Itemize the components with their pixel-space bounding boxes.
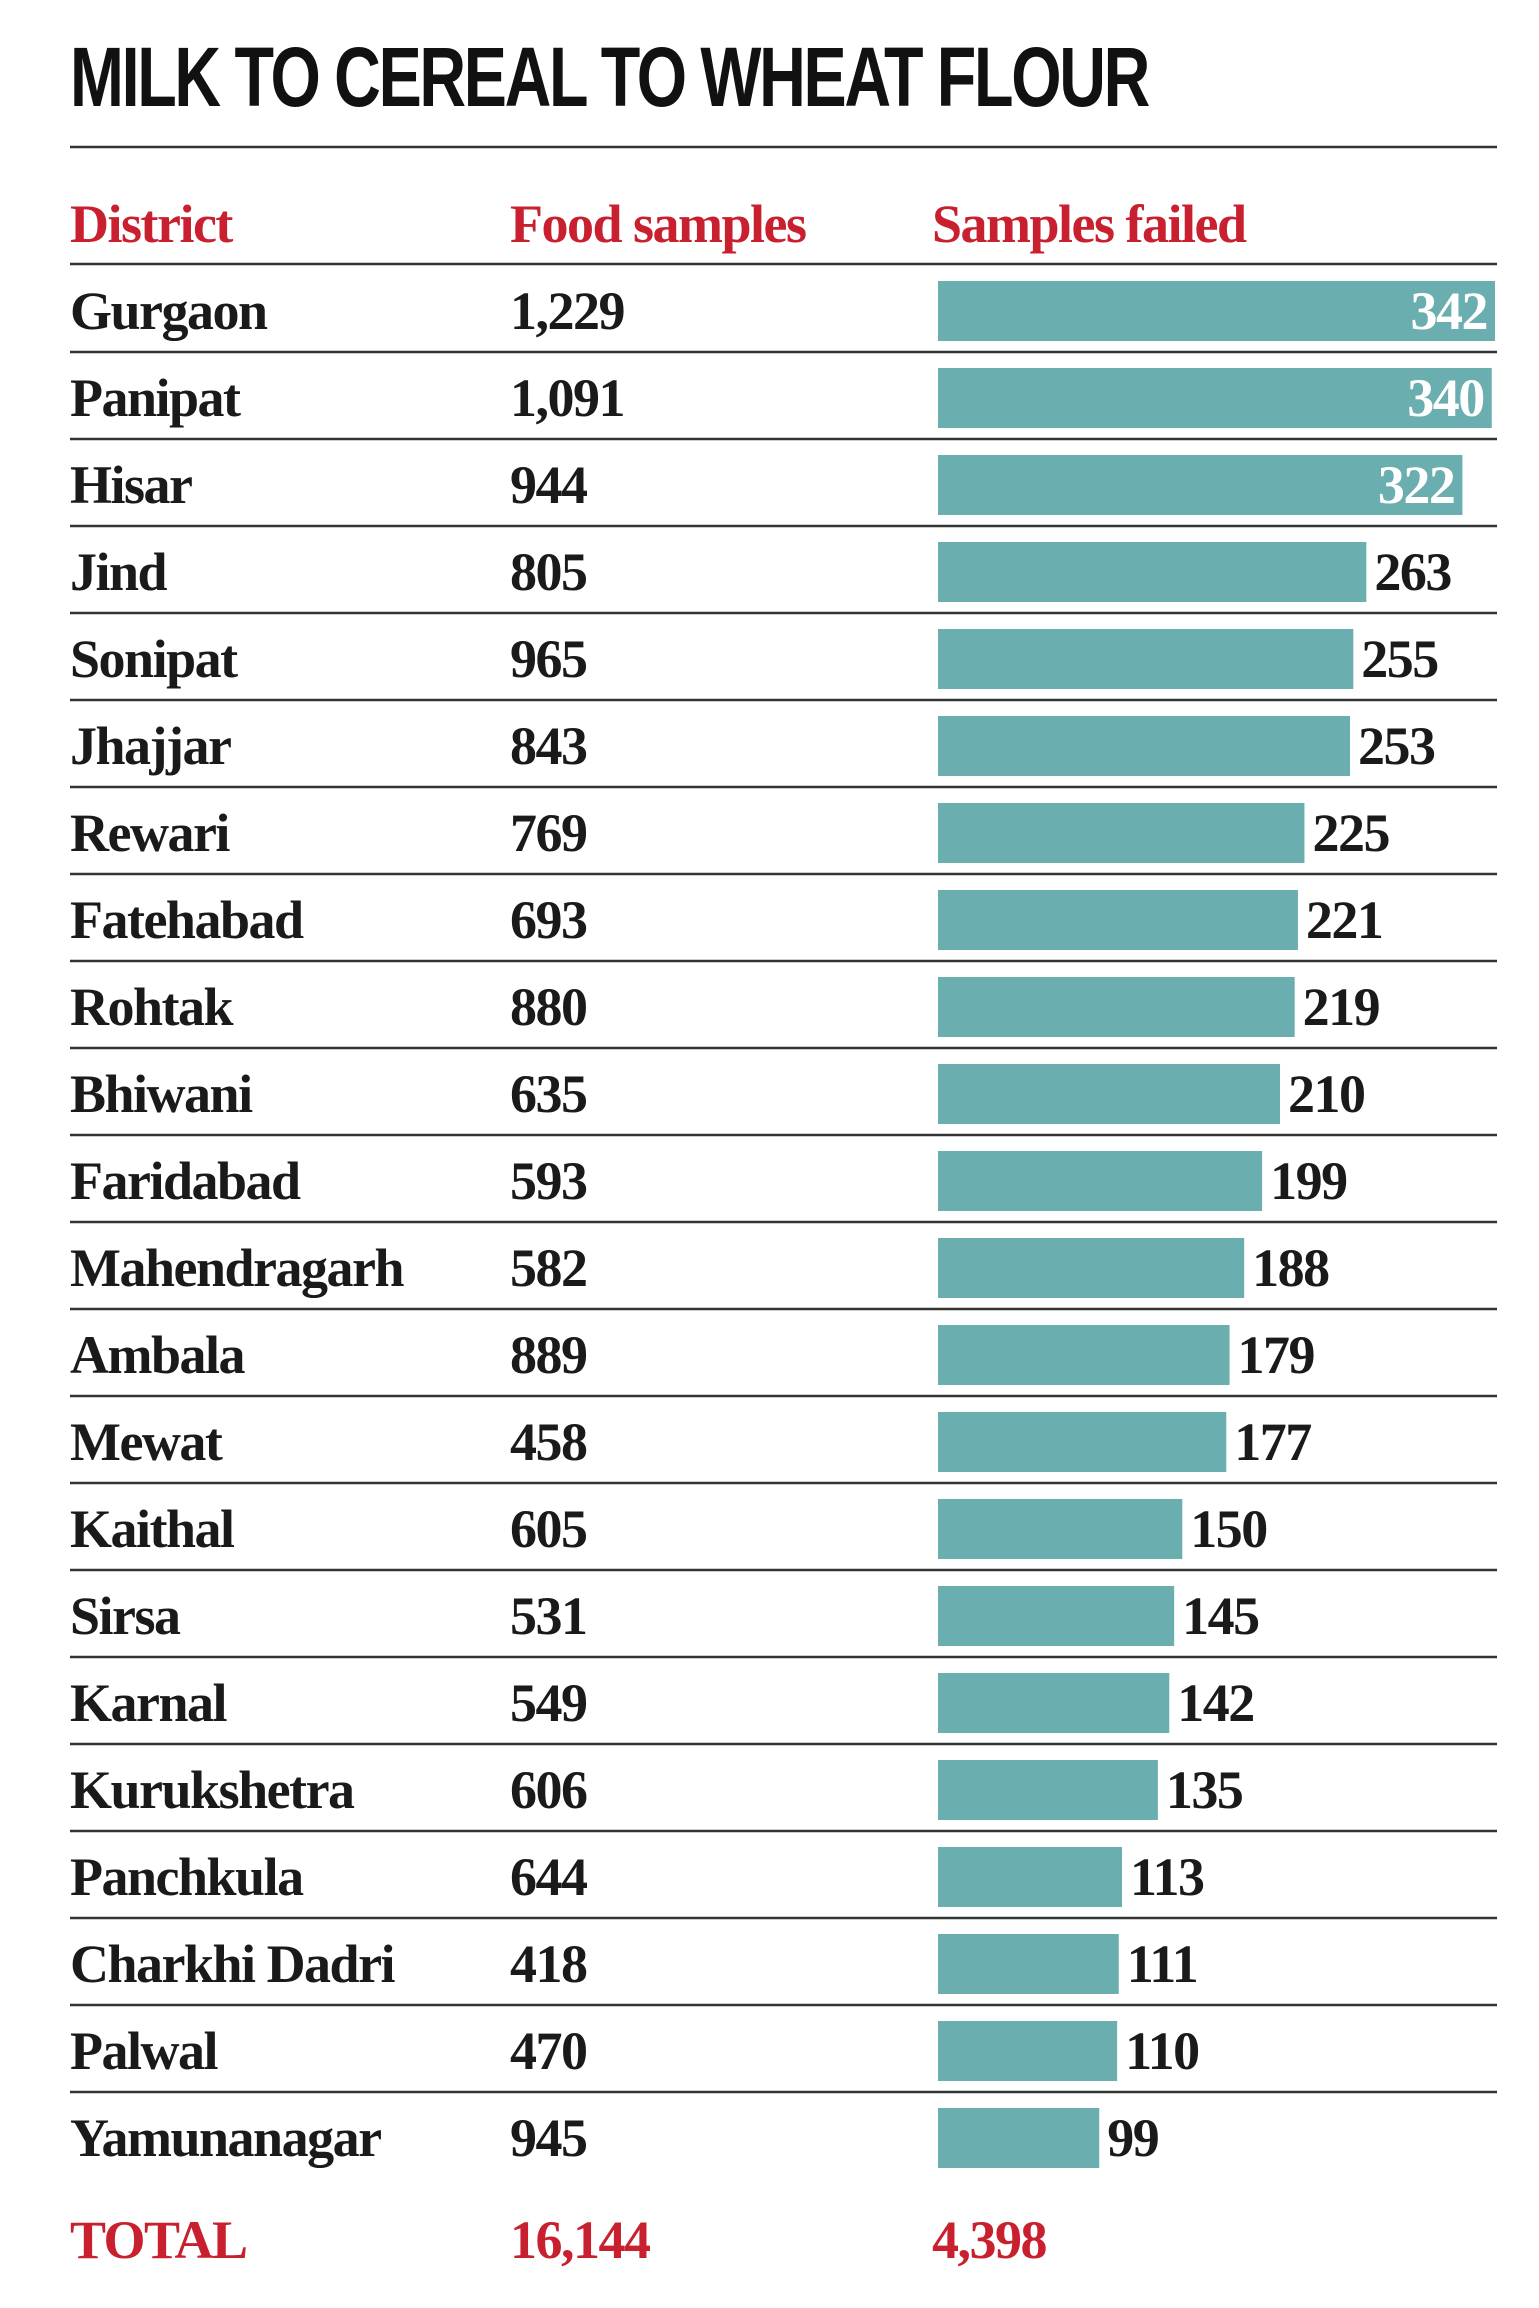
food-samples: 582: [510, 1238, 587, 1298]
food-samples: 531: [510, 1586, 587, 1646]
food-samples: 644: [510, 1847, 587, 1907]
bar-label: 263: [1374, 542, 1451, 602]
bar: [938, 890, 1298, 950]
bar: [938, 1934, 1119, 1994]
bar-label: 179: [1238, 1325, 1315, 1385]
bar-label: 111: [1127, 1934, 1198, 1994]
bar-label: 142: [1177, 1673, 1254, 1733]
district: Bhiwani: [70, 1064, 253, 1124]
food-samples: 605: [510, 1499, 587, 1559]
district: Jhajjar: [70, 716, 231, 776]
bar-label: 150: [1190, 1499, 1267, 1559]
food-samples: 693: [510, 890, 587, 950]
bar-label: 225: [1312, 803, 1389, 863]
food-samples: 635: [510, 1064, 587, 1124]
food-samples: 945: [510, 2108, 587, 2168]
district: Mahendragarh: [70, 1238, 404, 1298]
district: Jind: [70, 542, 168, 602]
bar-label: 255: [1361, 629, 1438, 689]
bar-label: 340: [1407, 368, 1484, 428]
district: Sonipat: [70, 629, 238, 689]
district: Kurukshetra: [70, 1760, 355, 1820]
food-samples: 606: [510, 1760, 587, 1820]
district: Faridabad: [70, 1151, 301, 1211]
column-header: District: [70, 194, 233, 254]
bar: [938, 1325, 1230, 1385]
bar-label: 219: [1303, 977, 1380, 1037]
district: Hisar: [70, 455, 192, 515]
bar-label: 113: [1130, 1847, 1204, 1907]
bar-label: 145: [1182, 1586, 1259, 1646]
bar: [938, 1151, 1263, 1211]
food-samples: 889: [510, 1325, 587, 1385]
district: Panipat: [70, 368, 241, 428]
food-samples: 805: [510, 542, 587, 602]
district: Rewari: [70, 803, 230, 863]
food-samples: 1,229: [510, 281, 625, 341]
bar-label: 177: [1234, 1412, 1311, 1472]
food-samples: 470: [510, 2021, 587, 2081]
bar: [938, 455, 1463, 515]
food-samples: 549: [510, 1673, 587, 1733]
bar-label: 342: [1411, 281, 1488, 341]
bar: [938, 1586, 1175, 1646]
bar-label: 322: [1378, 455, 1455, 515]
bar: [938, 629, 1354, 689]
total-value: 4,398: [932, 2210, 1047, 2270]
bar-label: 221: [1306, 890, 1383, 950]
bar: [938, 281, 1495, 341]
bar-label: 210: [1288, 1064, 1365, 1124]
district: Kaithal: [70, 1499, 235, 1559]
district: Sirsa: [70, 1586, 181, 1646]
bar: [938, 1499, 1183, 1559]
bar-label: 199: [1270, 1151, 1347, 1211]
food-samples: 843: [510, 716, 587, 776]
food-samples: 944: [510, 455, 587, 515]
district: Karnal: [70, 1673, 228, 1733]
bar: [938, 803, 1305, 863]
bar: [938, 1064, 1281, 1124]
food-samples: 769: [510, 803, 587, 863]
district: Rohtak: [70, 977, 234, 1037]
food-samples: 965: [510, 629, 587, 689]
bar: [938, 2021, 1118, 2081]
district: Palwal: [70, 2021, 218, 2081]
district: Panchkula: [70, 1847, 304, 1907]
bar: [938, 542, 1367, 602]
total-label: TOTAL: [70, 2210, 247, 2270]
district: Yamunanagar: [70, 2108, 381, 2168]
bar: [938, 1760, 1158, 1820]
district: Fatehabad: [70, 890, 304, 950]
food-samples: 458: [510, 1412, 587, 1472]
food-samples: 880: [510, 977, 587, 1037]
district: Mewat: [70, 1412, 223, 1472]
district: Ambala: [70, 1325, 246, 1385]
bar: [938, 2108, 1100, 2168]
chart-title: MILK TO CEREAL TO WHEAT FLOUR: [70, 30, 1149, 124]
food-samples: 418: [510, 1934, 587, 1994]
bar: [938, 368, 1492, 428]
column-header: Food samples: [510, 194, 806, 254]
bar-label: 110: [1125, 2021, 1199, 2081]
bar: [938, 1238, 1245, 1298]
bar: [938, 716, 1351, 776]
column-header: Samples failed: [932, 194, 1247, 254]
total-value: 16,144: [510, 2210, 650, 2270]
food-samples: 1,091: [510, 368, 624, 428]
bar-label: 99: [1107, 2108, 1159, 2168]
bar: [938, 1412, 1227, 1472]
bar: [938, 1673, 1170, 1733]
bar-label: 135: [1166, 1760, 1243, 1820]
food-samples: 593: [510, 1151, 587, 1211]
district: Charkhi Dadri: [70, 1934, 396, 1994]
district: Gurgaon: [70, 281, 268, 341]
bar: [938, 1847, 1123, 1907]
bar-label: 188: [1252, 1238, 1329, 1298]
bar: [938, 977, 1295, 1037]
bar-label: 253: [1358, 716, 1435, 776]
